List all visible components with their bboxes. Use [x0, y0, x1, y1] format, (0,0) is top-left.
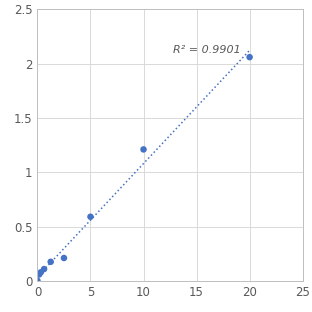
Point [141, 147, 146, 152]
Point [48, 259, 53, 264]
Point [61, 256, 66, 261]
Point [35, 278, 40, 283]
Text: R² = 0.9901: R² = 0.9901 [173, 45, 241, 55]
Point [88, 214, 93, 219]
Point [41, 266, 46, 271]
Point [37, 272, 41, 277]
Point [247, 55, 252, 60]
Point [38, 270, 43, 275]
